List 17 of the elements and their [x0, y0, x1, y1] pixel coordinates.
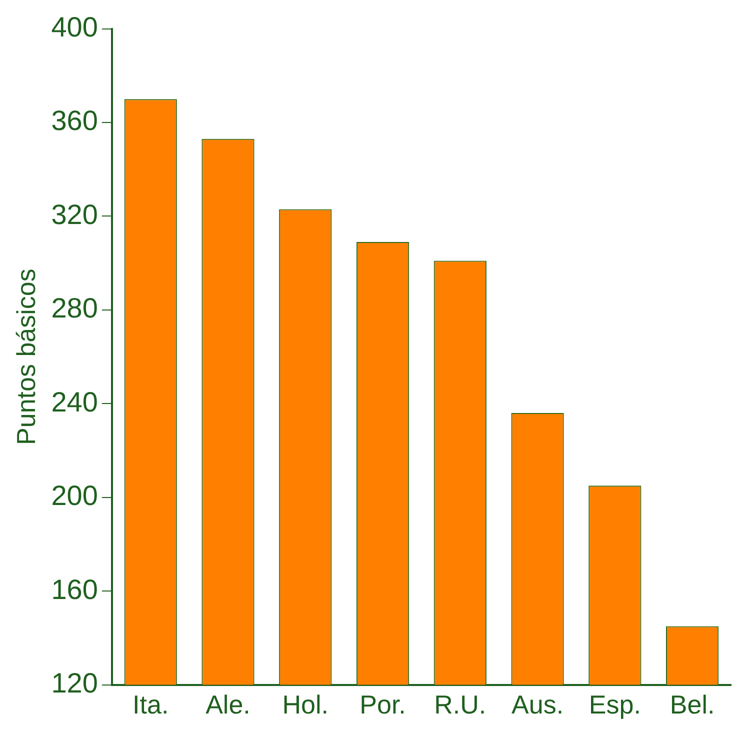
x-tick-label: Aus.: [512, 690, 564, 720]
y-tick-label: 240: [51, 386, 98, 418]
y-tick-label: 320: [51, 198, 98, 230]
y-tick-label: 280: [51, 292, 98, 324]
y-tick-label: 160: [51, 574, 98, 605]
y-tick-label: 360: [51, 105, 98, 136]
x-tick-label: Esp.: [588, 690, 641, 720]
y-tick-label: 200: [51, 480, 98, 512]
x-tick-label: Hol.: [282, 690, 329, 720]
x-tick-label: Por.: [360, 690, 406, 720]
x-tick-label: R.U.: [434, 690, 486, 720]
y-axis-title: Puntos básicos: [10, 268, 41, 445]
y-tick-label: 400: [51, 12, 98, 43]
x-tick-label: Ale.: [206, 690, 250, 720]
y-tick-label: 120: [51, 668, 98, 699]
x-tick-label: Ita.: [132, 690, 169, 720]
x-tick-label: Bel.: [670, 690, 715, 720]
